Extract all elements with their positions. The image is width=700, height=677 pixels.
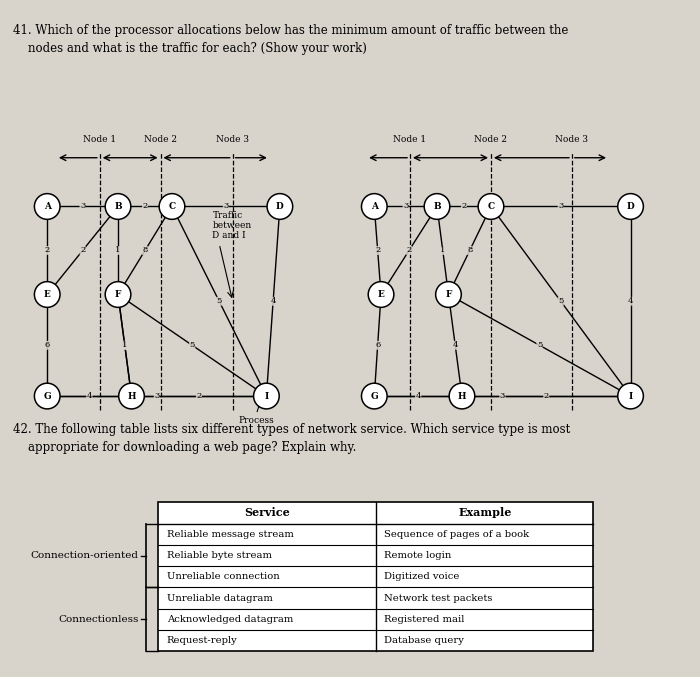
Text: E: E (377, 290, 384, 299)
Text: 2: 2 (196, 392, 202, 400)
Circle shape (119, 383, 144, 409)
Text: 1: 1 (122, 341, 127, 349)
Text: 3: 3 (154, 392, 160, 400)
Circle shape (361, 383, 387, 409)
Text: 2: 2 (45, 246, 50, 255)
Text: Remote login: Remote login (384, 551, 452, 560)
Text: 3: 3 (500, 392, 505, 400)
Text: Example: Example (458, 508, 512, 519)
Circle shape (618, 194, 643, 219)
Circle shape (34, 383, 60, 409)
Text: I: I (629, 391, 633, 401)
Circle shape (105, 194, 131, 219)
Text: A: A (43, 202, 50, 211)
Circle shape (435, 282, 461, 307)
Text: Network test packets: Network test packets (384, 594, 492, 603)
Circle shape (159, 194, 185, 219)
Text: H: H (127, 391, 136, 401)
Text: 2: 2 (544, 392, 549, 400)
Text: 2: 2 (375, 246, 380, 255)
Text: 41. Which of the processor allocations below has the minimum amount of traffic b: 41. Which of the processor allocations b… (13, 24, 569, 37)
Text: Node 2: Node 2 (144, 135, 177, 144)
Text: appropriate for downloading a web page? Explain why.: appropriate for downloading a web page? … (13, 441, 357, 454)
Text: G: G (370, 391, 378, 401)
Text: I: I (265, 391, 269, 401)
Text: H: H (458, 391, 466, 401)
Text: Request-reply: Request-reply (167, 636, 237, 645)
Text: G: G (43, 391, 51, 401)
Text: F: F (115, 290, 121, 299)
Text: 5: 5 (537, 341, 542, 349)
Text: A: A (371, 202, 378, 211)
Text: 8: 8 (467, 246, 473, 255)
Text: F: F (445, 290, 452, 299)
Circle shape (618, 383, 643, 409)
Text: 8: 8 (142, 246, 148, 255)
Text: 4: 4 (628, 297, 634, 305)
Text: 4: 4 (415, 392, 421, 400)
Text: 4: 4 (452, 341, 458, 349)
Text: Node 1: Node 1 (393, 135, 426, 144)
Text: Node 3: Node 3 (216, 135, 249, 144)
Text: Reliable message stream: Reliable message stream (167, 529, 293, 539)
Circle shape (253, 383, 279, 409)
Text: 3: 3 (80, 202, 85, 211)
Text: Service: Service (244, 508, 290, 519)
Text: Database query: Database query (384, 636, 464, 645)
Text: Sequence of pages of a book: Sequence of pages of a book (384, 529, 529, 539)
Text: Traffic
between
D and I: Traffic between D and I (212, 211, 252, 240)
Text: 2: 2 (461, 202, 467, 211)
Circle shape (478, 194, 504, 219)
Bar (158, 502, 594, 651)
Text: 5: 5 (558, 297, 564, 305)
Text: Unreliable datagram: Unreliable datagram (167, 594, 272, 603)
Text: 1: 1 (440, 246, 445, 255)
Text: Registered mail: Registered mail (384, 615, 464, 624)
Text: 5: 5 (216, 297, 222, 305)
Text: C: C (487, 202, 494, 211)
Circle shape (361, 194, 387, 219)
Text: 4: 4 (87, 392, 92, 400)
Text: 4: 4 (270, 297, 276, 305)
Text: 6: 6 (45, 341, 50, 349)
Circle shape (34, 282, 60, 307)
Text: 1: 1 (116, 246, 120, 255)
Text: B: B (433, 202, 441, 211)
Text: Node 3: Node 3 (555, 135, 589, 144)
Text: 6: 6 (375, 341, 380, 349)
Text: Reliable byte stream: Reliable byte stream (167, 551, 272, 560)
Text: Process: Process (239, 416, 274, 425)
Text: Connection-oriented: Connection-oriented (30, 551, 139, 560)
Text: C: C (169, 202, 176, 211)
Text: 2: 2 (142, 202, 148, 211)
Text: 4: 4 (122, 341, 127, 349)
Text: B: B (114, 202, 122, 211)
Circle shape (105, 282, 131, 307)
Text: Node 2: Node 2 (475, 135, 508, 144)
Circle shape (368, 282, 394, 307)
Text: Connectionless: Connectionless (58, 615, 139, 624)
Circle shape (267, 194, 293, 219)
Text: 3: 3 (403, 202, 408, 211)
Text: Digitized voice: Digitized voice (384, 572, 459, 582)
Text: D: D (276, 202, 284, 211)
Text: 3: 3 (558, 202, 564, 211)
Text: nodes and what is the traffic for each? (Show your work): nodes and what is the traffic for each? … (13, 42, 368, 55)
Text: 2: 2 (407, 246, 412, 255)
Circle shape (34, 194, 60, 219)
Text: Acknowledged datagram: Acknowledged datagram (167, 615, 293, 624)
Text: Unreliable connection: Unreliable connection (167, 572, 279, 582)
Text: 3: 3 (223, 202, 229, 211)
Text: D: D (626, 202, 634, 211)
Circle shape (424, 194, 450, 219)
Text: E: E (44, 290, 50, 299)
Text: 42. The following table lists six different types of network service. Which serv: 42. The following table lists six differ… (13, 423, 570, 436)
Text: 5: 5 (190, 341, 195, 349)
Text: 2: 2 (80, 246, 85, 255)
Text: Node 1: Node 1 (83, 135, 116, 144)
Circle shape (449, 383, 475, 409)
